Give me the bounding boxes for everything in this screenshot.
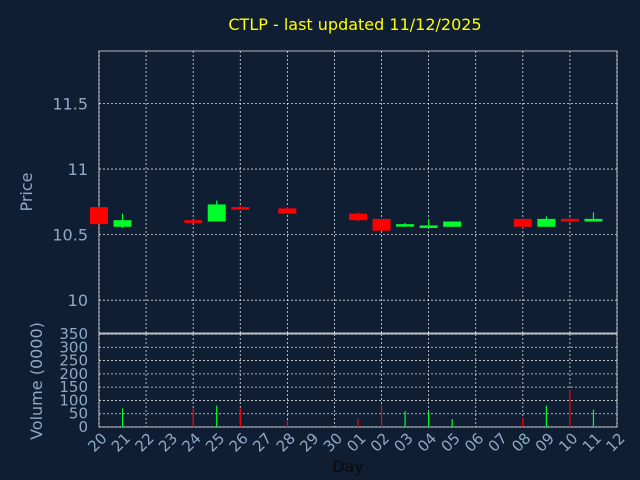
- x-tick-label: 27: [249, 429, 275, 455]
- candle-body: [584, 218, 603, 222]
- candle-body: [560, 218, 579, 222]
- x-tick-label: 23: [155, 429, 181, 455]
- volume-tick-label: 300: [59, 338, 88, 356]
- x-tick-label: 01: [343, 429, 369, 455]
- candle-body: [278, 208, 297, 214]
- candle-body: [443, 221, 462, 227]
- volume-panel-frame: [98, 333, 618, 428]
- candle-body: [372, 218, 391, 231]
- volume-axis-label: Volume (0000): [27, 322, 46, 440]
- x-tick-label: 04: [414, 429, 440, 455]
- candle-body: [113, 220, 132, 227]
- volume-tick-label: 350: [59, 325, 88, 343]
- x-tick-label: 22: [131, 429, 157, 455]
- x-tick-label: 20: [84, 429, 110, 455]
- x-tick-label: 24: [179, 429, 205, 455]
- x-tick-label: 30: [320, 429, 346, 455]
- candles: [90, 200, 603, 231]
- x-axis-label: Day: [332, 457, 364, 476]
- volume-tick-label: 100: [59, 391, 88, 409]
- x-tick-label: 11: [579, 429, 605, 455]
- price-tick-label: 10.5: [52, 226, 88, 245]
- x-tick-label: 06: [461, 429, 487, 455]
- candle-body: [396, 224, 415, 227]
- price-axis-label: Price: [17, 172, 36, 211]
- x-tick-label: 26: [226, 429, 252, 455]
- x-tick-label: 21: [108, 429, 134, 455]
- candle-body: [90, 207, 108, 225]
- volume-tick-label: 0: [78, 418, 88, 436]
- x-tick-label: 08: [508, 429, 534, 455]
- price-grid: [98, 50, 618, 334]
- x-axis-ticks: 2021222324252627282930010203040506070809…: [84, 429, 628, 455]
- x-tick-label: 07: [485, 429, 511, 455]
- x-tick-label: 25: [202, 429, 228, 455]
- x-tick-label: 02: [367, 429, 393, 455]
- candle-body: [513, 218, 532, 227]
- candle-body: [537, 218, 556, 227]
- x-tick-label: 28: [273, 429, 299, 455]
- candle-body: [231, 207, 250, 210]
- x-tick-label: 10: [555, 429, 581, 455]
- candle-body: [184, 220, 203, 223]
- volume-tick-label: 250: [59, 352, 88, 370]
- price-axis-ticks: 10 10.5 11 11.5: [52, 94, 88, 310]
- volume-bars: [121, 389, 595, 427]
- price-panel-frame: [98, 50, 618, 334]
- x-tick-label: 03: [390, 429, 416, 455]
- price-tick-label: 11.5: [52, 94, 88, 113]
- volume-tick-label: 200: [59, 365, 88, 383]
- volume-grid: [98, 333, 618, 428]
- price-tick-label: 10: [68, 291, 88, 310]
- candle-body: [207, 204, 226, 222]
- price-tick-label: 11: [68, 160, 88, 179]
- volume-tick-label: 50: [69, 405, 88, 423]
- x-tick-label: 09: [532, 429, 558, 455]
- candle-body: [419, 225, 438, 228]
- x-tick-label: 29: [296, 429, 322, 455]
- chart-title: CTLP - last updated 11/12/2025: [228, 15, 481, 34]
- volume-tick-label: 150: [59, 378, 88, 396]
- x-tick-label: 12: [602, 429, 628, 455]
- candle-body: [349, 213, 367, 221]
- x-tick-label: 05: [438, 429, 464, 455]
